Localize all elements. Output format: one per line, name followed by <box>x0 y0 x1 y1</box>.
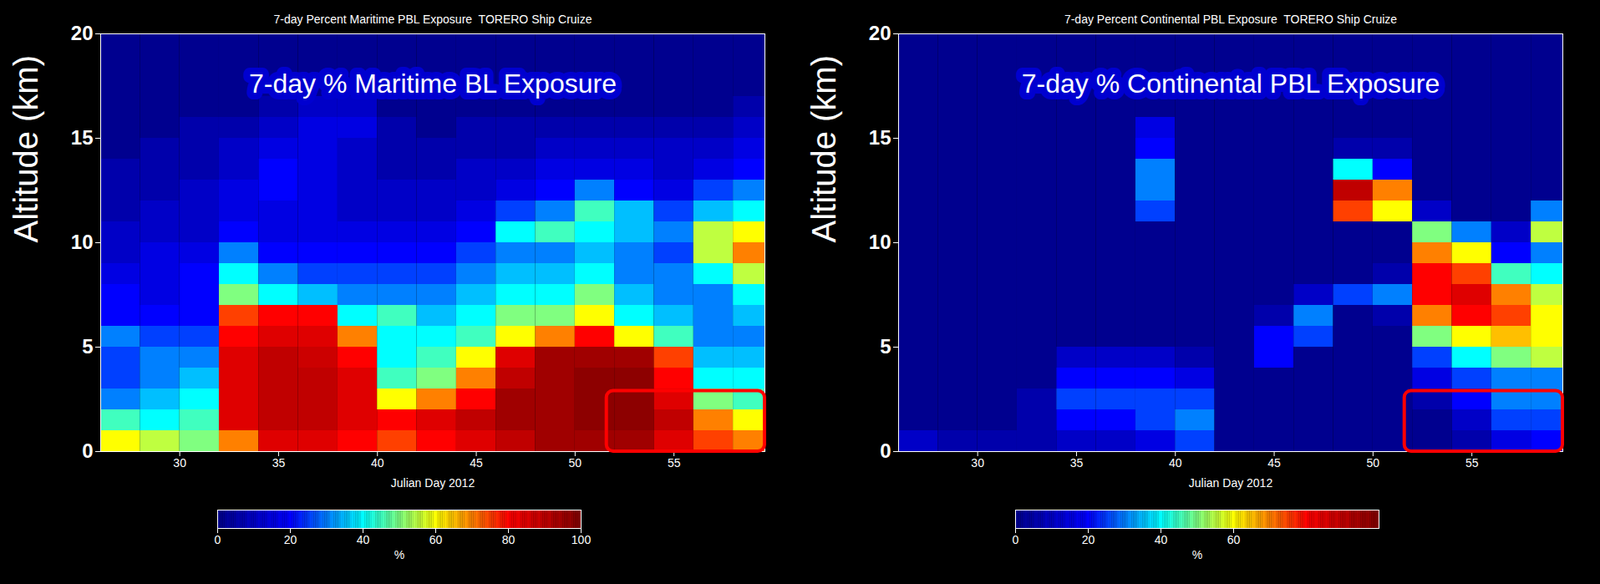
svg-text:40: 40 <box>356 533 371 547</box>
svg-text:10: 10 <box>71 230 94 254</box>
svg-text:20: 20 <box>284 533 298 547</box>
svg-text:50: 50 <box>568 456 583 470</box>
svg-text:0: 0 <box>81 439 93 463</box>
svg-text:10: 10 <box>868 230 892 254</box>
svg-text:40: 40 <box>1168 456 1183 470</box>
svg-text:Julian Day 2012: Julian Day 2012 <box>1188 476 1274 490</box>
svg-text:Altitude (km): Altitude (km) <box>7 55 45 244</box>
svg-text:0: 0 <box>879 439 891 463</box>
svg-text:5: 5 <box>879 335 891 358</box>
svg-text:45: 45 <box>1267 456 1281 470</box>
svg-text:55: 55 <box>1465 456 1479 470</box>
svg-text:35: 35 <box>272 456 286 470</box>
svg-text:100: 100 <box>571 533 592 547</box>
svg-text:7-day Percent Continental PBL: 7-day Percent Continental PBL Exposure T… <box>1064 12 1397 26</box>
svg-text:15: 15 <box>71 126 94 149</box>
svg-text:15: 15 <box>868 126 892 149</box>
svg-text:60: 60 <box>429 533 443 547</box>
svg-text:60: 60 <box>1227 533 1241 547</box>
svg-text:50: 50 <box>1366 456 1381 470</box>
svg-text:45: 45 <box>469 456 483 470</box>
svg-text:Julian Day 2012: Julian Day 2012 <box>391 476 476 490</box>
svg-text:5: 5 <box>81 335 93 358</box>
svg-text:20: 20 <box>1081 533 1096 547</box>
svg-text:7-day % Maritime BL Exposure: 7-day % Maritime BL Exposure <box>248 68 617 99</box>
svg-text:7-day Percent Maritime PBL Exp: 7-day Percent Maritime PBL Exposure TORE… <box>273 12 592 26</box>
svg-text:0: 0 <box>1012 533 1020 547</box>
svg-text:40: 40 <box>370 456 385 470</box>
svg-text:20: 20 <box>71 21 94 45</box>
svg-text:7-day % Continental PBL Exposu: 7-day % Continental PBL Exposure <box>1021 68 1440 99</box>
svg-text:35: 35 <box>1070 456 1084 470</box>
svg-text:%: % <box>394 548 405 562</box>
svg-text:80: 80 <box>502 533 516 547</box>
svg-text:30: 30 <box>172 456 187 470</box>
svg-text:%: % <box>1192 548 1203 562</box>
svg-text:20: 20 <box>868 21 892 45</box>
svg-text:Altitude (km): Altitude (km) <box>805 55 843 244</box>
svg-text:40: 40 <box>1154 533 1169 547</box>
svg-text:0: 0 <box>214 533 222 547</box>
svg-text:30: 30 <box>970 456 985 470</box>
svg-text:55: 55 <box>667 456 681 470</box>
